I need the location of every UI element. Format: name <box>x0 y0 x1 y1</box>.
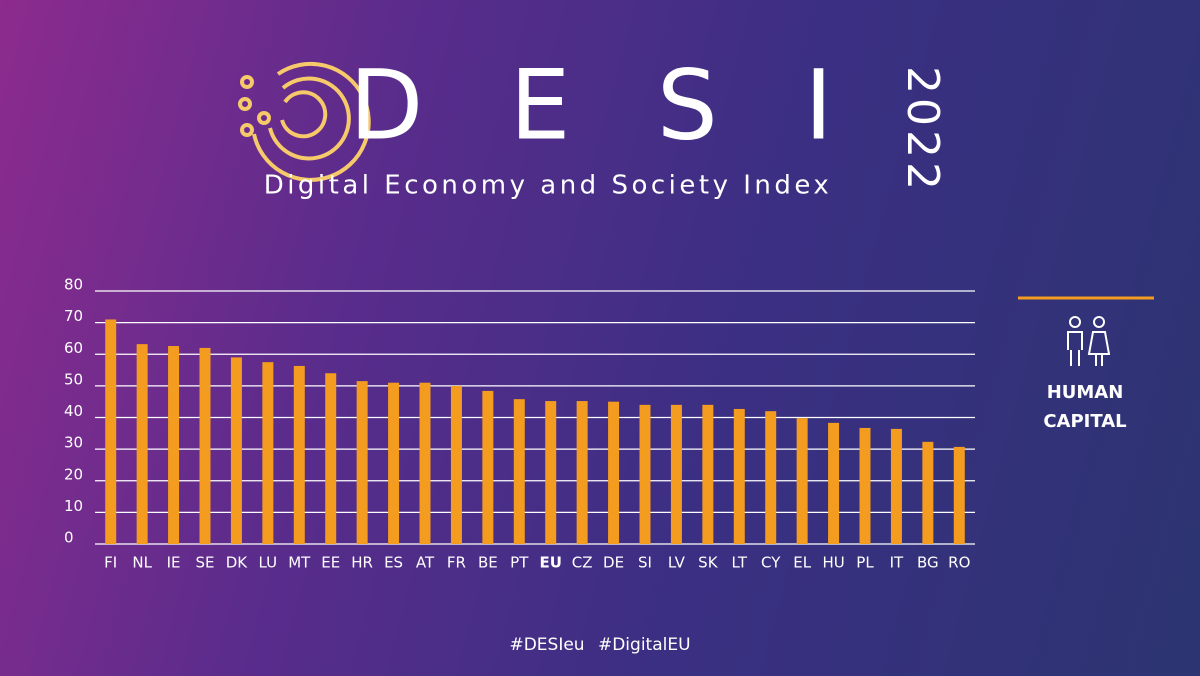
bar <box>199 347 211 544</box>
x-tick-label: IT <box>890 554 904 572</box>
bar <box>702 404 714 544</box>
x-tick-label: FR <box>447 554 466 572</box>
bar <box>545 401 557 544</box>
bar <box>450 385 462 544</box>
bar <box>890 428 902 544</box>
x-tick-label: EL <box>793 554 811 572</box>
x-tick-label: HR <box>351 554 373 572</box>
bar <box>639 404 651 544</box>
x-tick-label: PT <box>510 554 529 572</box>
year: 2022 <box>897 66 948 194</box>
bar <box>796 418 808 544</box>
bar <box>828 422 840 544</box>
x-tick-label: EE <box>321 554 340 572</box>
bar <box>733 408 745 544</box>
bar <box>168 346 180 544</box>
bar <box>670 404 682 544</box>
bar <box>388 382 400 544</box>
x-tick-label: NL <box>132 554 152 572</box>
y-tick-label: 60 <box>64 339 83 357</box>
y-tick-label: 10 <box>64 497 83 515</box>
logo-icon <box>238 61 371 182</box>
bar <box>419 382 431 544</box>
bar <box>356 381 368 544</box>
x-tick-label: HU <box>822 554 844 572</box>
bar <box>859 427 871 544</box>
bar <box>765 411 777 544</box>
logo-text: D E S I <box>349 49 860 161</box>
x-tick-label: DK <box>226 554 249 572</box>
bar <box>325 373 337 544</box>
subtitle: Digital Economy and Society Index <box>264 171 833 201</box>
y-tick-label: 20 <box>64 465 83 483</box>
bar <box>293 365 305 544</box>
y-tick-label: 50 <box>64 370 83 388</box>
bar <box>105 319 117 544</box>
x-tick-label: IE <box>167 554 181 572</box>
x-tick-label: CY <box>761 554 781 572</box>
x-tick-label: SK <box>698 554 719 572</box>
x-tick-label: PL <box>856 554 874 572</box>
bar <box>230 357 242 544</box>
x-tick-label: LT <box>732 554 748 572</box>
bar <box>953 446 965 544</box>
x-tick-label: MT <box>288 554 311 572</box>
y-tick-label: 80 <box>64 276 83 294</box>
bar <box>608 401 620 544</box>
bar <box>136 344 148 544</box>
x-tick-label: AT <box>416 554 435 572</box>
bar <box>922 441 934 544</box>
x-tick-label: CZ <box>572 554 593 572</box>
bar <box>262 362 274 544</box>
x-tick-label: SI <box>638 554 652 572</box>
x-tick-label: FI <box>104 554 117 572</box>
x-tick-label: ES <box>384 554 403 572</box>
y-tick-label: 30 <box>64 434 83 452</box>
x-tick-label: EU <box>539 554 561 572</box>
x-tick-label: BG <box>917 554 939 572</box>
bar <box>576 401 588 544</box>
x-tick-label: DE <box>603 554 624 572</box>
panel-title: HUMAN CAPITAL <box>1043 382 1127 432</box>
x-tick-label: LV <box>668 554 686 572</box>
people-icon <box>1067 316 1111 366</box>
x-tick-label: SE <box>196 554 215 572</box>
x-tick-label: RO <box>948 554 970 572</box>
bar <box>513 399 525 544</box>
x-tick-label: LU <box>259 554 278 572</box>
hashtags: #DESIeu #DigitalEU <box>509 635 690 655</box>
y-tick-label: 70 <box>64 307 83 325</box>
bar <box>482 390 494 544</box>
y-tick-label: 0 <box>64 529 74 547</box>
x-tick-label: BE <box>478 554 498 572</box>
y-tick-label: 40 <box>64 402 83 420</box>
